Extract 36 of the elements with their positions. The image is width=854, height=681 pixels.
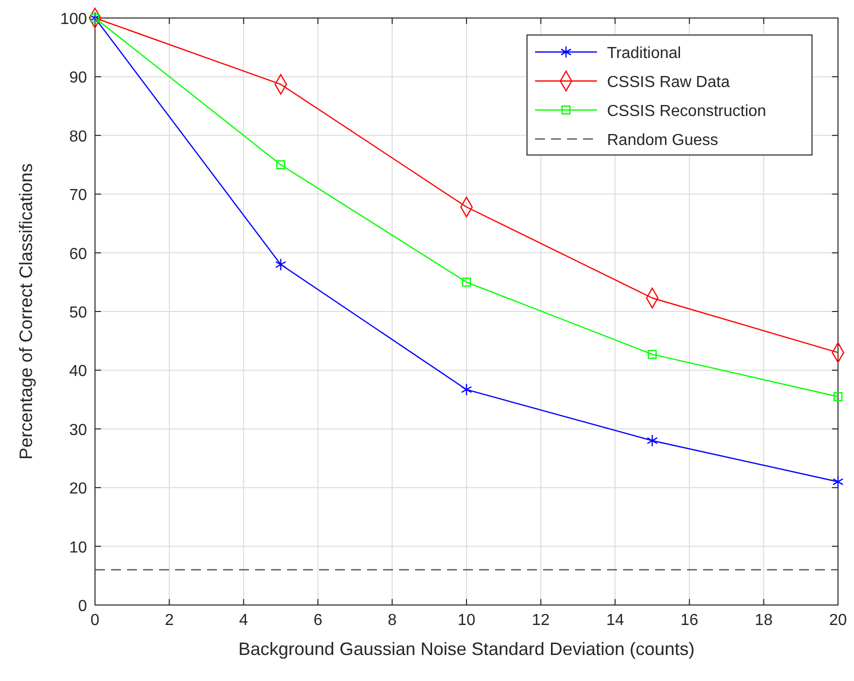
- x-tick-label: 8: [388, 612, 397, 629]
- x-tick-label: 4: [239, 612, 248, 629]
- legend-label: CSSIS Reconstruction: [607, 103, 766, 120]
- y-tick-label: 30: [69, 422, 88, 439]
- point: [275, 258, 286, 271]
- y-tick-label: 70: [69, 187, 88, 204]
- point: [460, 383, 472, 396]
- point: [646, 434, 658, 447]
- x-tick-label: 18: [754, 612, 773, 629]
- x-tick-label: 16: [680, 612, 698, 629]
- y-tick-label: 50: [69, 304, 88, 322]
- point: [834, 392, 842, 402]
- y-tick-label: 20: [69, 480, 88, 498]
- y-tick-label: 60: [69, 246, 88, 263]
- x-tick-label: 10: [458, 612, 476, 629]
- point: [462, 278, 471, 287]
- y-tick-label: 100: [60, 11, 88, 28]
- y-tick-label: 90: [69, 70, 88, 87]
- point: [832, 475, 844, 488]
- y-axis-title: Percentage of Correct Classifications: [16, 163, 36, 460]
- legend-label: CSSIS Raw Data: [607, 74, 730, 91]
- x-tick-label: 0: [90, 612, 100, 629]
- x-tick-label: 2: [164, 612, 174, 629]
- point: [648, 350, 657, 359]
- legend-label: Traditional: [607, 45, 682, 62]
- x-tick-label: 6: [313, 612, 322, 629]
- y-tick-label: 0: [78, 598, 88, 615]
- x-tick-label: 12: [532, 612, 550, 629]
- y-tick-label: 80: [69, 128, 88, 146]
- legend-label: Random Guess: [607, 132, 718, 149]
- x-tick-label: 20: [829, 612, 847, 629]
- x-tick-label: 14: [606, 612, 624, 629]
- point: [276, 160, 286, 170]
- y-tick-label: 10: [69, 539, 88, 556]
- y-tick-label: 40: [69, 363, 88, 380]
- x-axis-title: Background Gaussian Noise Standard Deviation (counts): [238, 639, 695, 659]
